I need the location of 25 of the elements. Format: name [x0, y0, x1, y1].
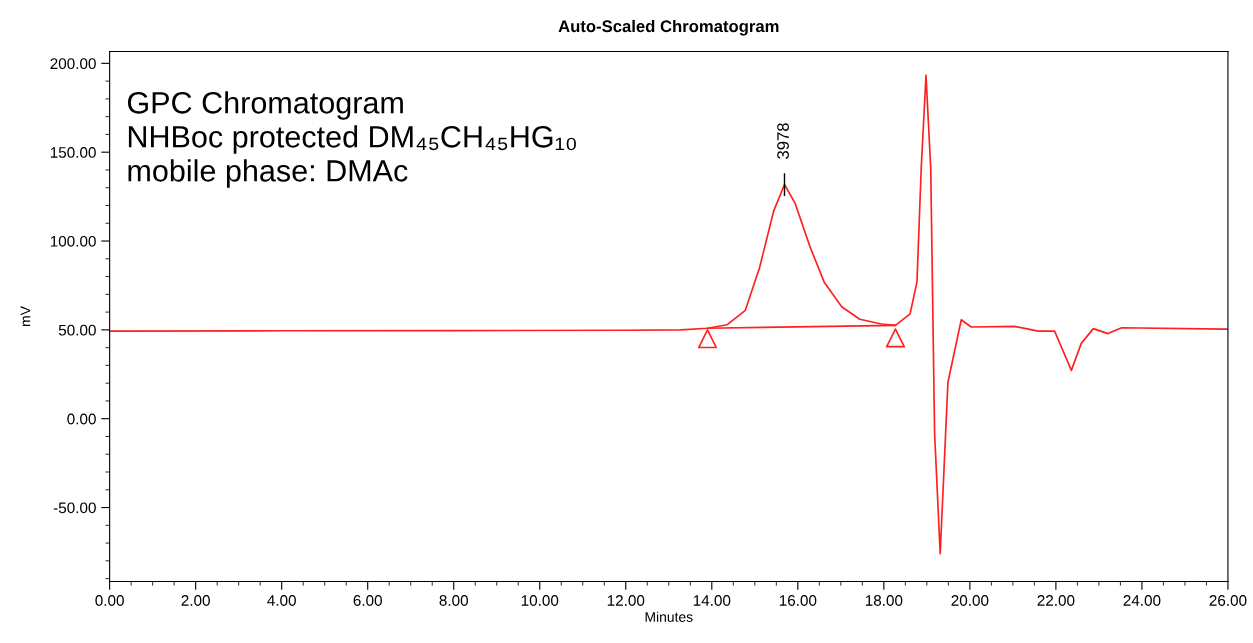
x-tick-label: 2.00 [181, 595, 210, 606]
x-tick-label: 10.00 [521, 595, 559, 606]
x-tick-label: 14.00 [693, 595, 731, 606]
y-tick-label: 200.00 [50, 58, 96, 70]
y-tick-label: 0.00 [67, 413, 96, 425]
x-tick-label: 12.00 [607, 595, 645, 606]
chart-title: Auto-Scaled Chromatogram [558, 19, 779, 36]
y-tick-label: 50.00 [58, 324, 96, 336]
y-tick-label: 150.00 [50, 147, 96, 158]
x-tick-label: 0.00 [95, 595, 124, 606]
annotation: GPC Chromatogram NHBoc protected DM₄₅CH₄₅HG₁₀ mobile phase: DMAc [127, 91, 576, 188]
x-tick-label: 24.00 [1123, 595, 1161, 606]
x-axis-title: Minutes [645, 611, 693, 622]
x-tick-label: 6.00 [353, 595, 382, 606]
annotation: 3978 [777, 123, 789, 159]
y-tick-label: 100.00 [50, 235, 96, 247]
x-tick-label: 22.00 [1037, 595, 1075, 606]
x-tick-label: 26.00 [1209, 595, 1247, 606]
y-axis-title: mV [20, 306, 31, 326]
x-tick-label: 8.00 [439, 595, 468, 606]
x-tick-label: 4.00 [267, 595, 296, 606]
x-tick-label: 18.00 [865, 595, 903, 606]
y-tick-label: -50.00 [53, 502, 96, 514]
x-tick-label: 20.00 [951, 595, 989, 606]
x-tick-label: 16.00 [779, 595, 817, 606]
